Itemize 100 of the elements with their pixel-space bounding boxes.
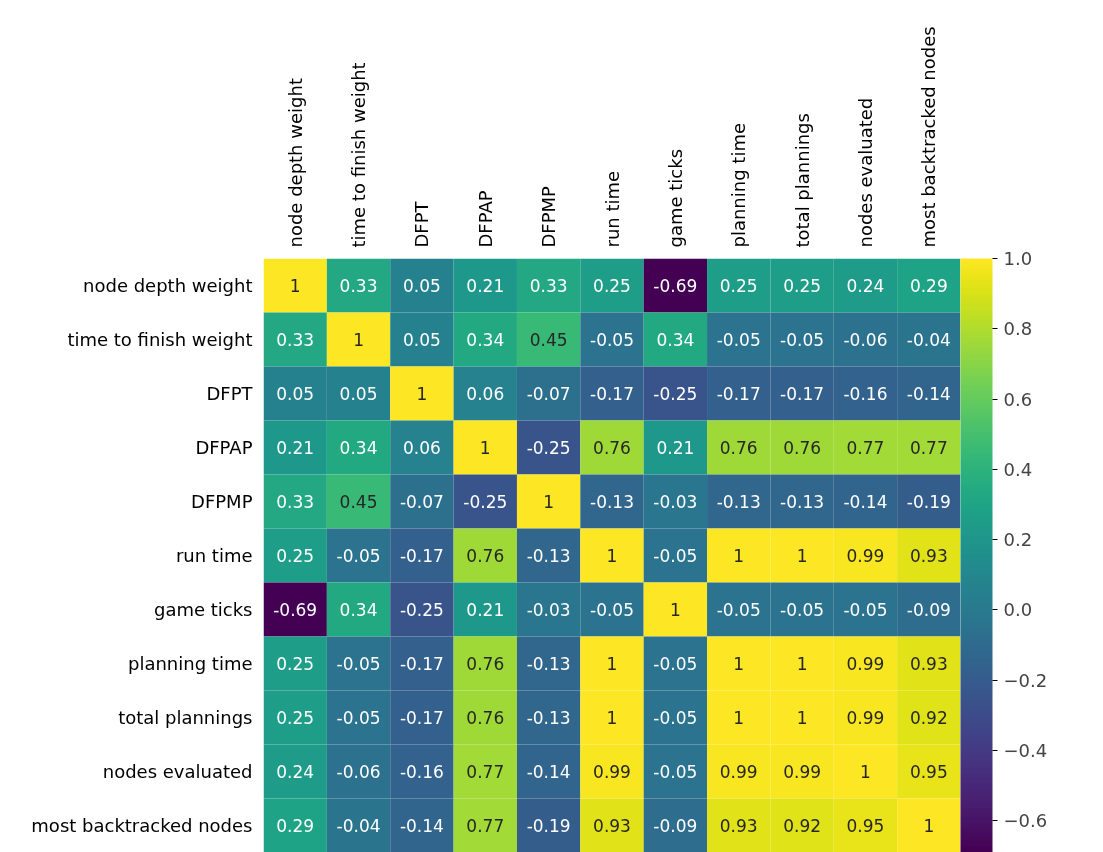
y-tick-label: run time [175, 545, 253, 566]
data-label: 0.95 [846, 816, 885, 836]
data-label: 0.25 [593, 276, 631, 296]
data-label: 1 [416, 384, 428, 404]
data-label: 0.34 [339, 600, 378, 620]
data-label: -0.69 [273, 600, 318, 620]
data-label: -0.14 [399, 816, 444, 836]
data-label: -0.69 [653, 276, 698, 296]
data-label: 1 [733, 654, 745, 674]
data-label: 0.25 [276, 708, 315, 728]
data-label: 0.34 [656, 330, 695, 350]
data-label: 0.34 [466, 330, 505, 350]
data-label: -0.05 [590, 330, 635, 350]
data-label: 0.95 [909, 762, 948, 782]
data-label: -0.14 [906, 384, 951, 404]
data-label: 0.25 [783, 276, 822, 296]
data-label: 0.24 [846, 276, 885, 296]
data-label: 1 [606, 708, 618, 728]
data-label: -0.05 [653, 708, 698, 728]
data-label: 0.25 [276, 546, 315, 566]
data-label: -0.04 [906, 330, 951, 350]
data-label: -0.05 [653, 654, 698, 674]
data-label: 0.76 [466, 546, 505, 566]
data-label: -0.17 [399, 546, 444, 566]
data-label: 1 [796, 708, 808, 728]
x-tick-label: DFPAP [474, 190, 496, 248]
data-label: 0.76 [783, 438, 822, 458]
x-tick-label: total plannings [791, 113, 813, 248]
data-label: 0.93 [593, 816, 631, 836]
y-tick-label: node depth weight [83, 275, 253, 296]
data-label: -0.13 [716, 492, 761, 512]
color-bar-label: 0.8 [1003, 318, 1033, 340]
color-bar-label: 1.0 [1003, 248, 1033, 269]
data-label: -0.05 [716, 330, 761, 350]
data-label: 0.93 [909, 546, 948, 566]
data-label: 0.76 [719, 438, 758, 458]
data-label: 0.45 [529, 330, 568, 350]
data-label: -0.14 [843, 492, 888, 512]
data-label: 1 [289, 276, 301, 296]
y-tick-label: DFPAP [195, 437, 253, 458]
data-label: 0.99 [846, 708, 885, 728]
data-label: -0.17 [590, 384, 635, 404]
y-tick-label: planning time [128, 653, 253, 674]
data-label: -0.09 [906, 600, 951, 620]
data-label: 0.77 [466, 816, 505, 836]
y-tick-label: most backtracked nodes [31, 815, 253, 836]
data-label: 0.06 [402, 438, 441, 458]
data-label: -0.09 [653, 816, 698, 836]
y-tick-label: game ticks [153, 599, 253, 620]
x-tick-label: DFPT [411, 200, 433, 248]
data-label: 0.33 [276, 330, 315, 350]
x-tick-label: planning time [728, 123, 750, 248]
data-label: 0.99 [846, 546, 885, 566]
data-label: -0.05 [653, 762, 698, 782]
data-label: -0.03 [653, 492, 698, 512]
x-tick-label: game ticks [664, 148, 686, 248]
data-label: 0.76 [593, 438, 631, 458]
data-label: -0.04 [336, 816, 381, 836]
data-label: -0.05 [336, 546, 381, 566]
color-bar-label: −0.2 [1003, 669, 1048, 691]
data-label: -0.07 [399, 492, 444, 512]
data-label: 0.29 [276, 816, 315, 836]
data-label: -0.05 [780, 600, 825, 620]
y-tick-label: total plannings [118, 707, 253, 728]
data-label: 1 [733, 546, 745, 566]
data-label: -0.13 [526, 546, 571, 566]
data-label: 1 [860, 762, 871, 782]
data-label: -0.16 [843, 384, 888, 404]
data-label: -0.07 [526, 384, 571, 404]
data-label: -0.05 [780, 330, 825, 350]
data-label: -0.05 [336, 654, 381, 674]
data-label: 0.24 [276, 762, 315, 782]
color-bar-label: 0.0 [1003, 599, 1033, 621]
data-label: -0.06 [336, 762, 381, 782]
x-tick-label: DFPMP [538, 185, 560, 248]
data-label: -0.17 [780, 384, 825, 404]
data-label: 0.21 [656, 438, 695, 458]
data-label: -0.25 [399, 600, 444, 620]
data-label: 1 [796, 546, 808, 566]
data-label: 0.93 [909, 654, 948, 674]
y-tick-label: time to finish weight [67, 329, 253, 350]
data-label: 1 [923, 816, 935, 836]
data-label: 0.06 [466, 384, 505, 404]
data-label: -0.05 [843, 600, 888, 620]
data-label: 0.99 [846, 654, 885, 674]
data-label: -0.17 [399, 708, 444, 728]
y-tick-label: nodes evaluated [102, 761, 253, 782]
data-label: 0.33 [339, 276, 378, 296]
data-label: -0.13 [590, 492, 635, 512]
data-label: -0.19 [906, 492, 951, 512]
x-tick-label: run time [601, 170, 623, 248]
color-bar-label: −0.4 [1003, 740, 1048, 762]
data-label: -0.25 [526, 438, 571, 458]
data-label: -0.03 [526, 600, 571, 620]
data-label: 0.99 [783, 762, 822, 782]
data-label: -0.05 [653, 546, 698, 566]
y-tick-label: DFPMP [191, 491, 253, 512]
data-label: -0.25 [653, 384, 698, 404]
data-label: 1 [669, 600, 681, 620]
data-label: 0.92 [909, 708, 948, 728]
